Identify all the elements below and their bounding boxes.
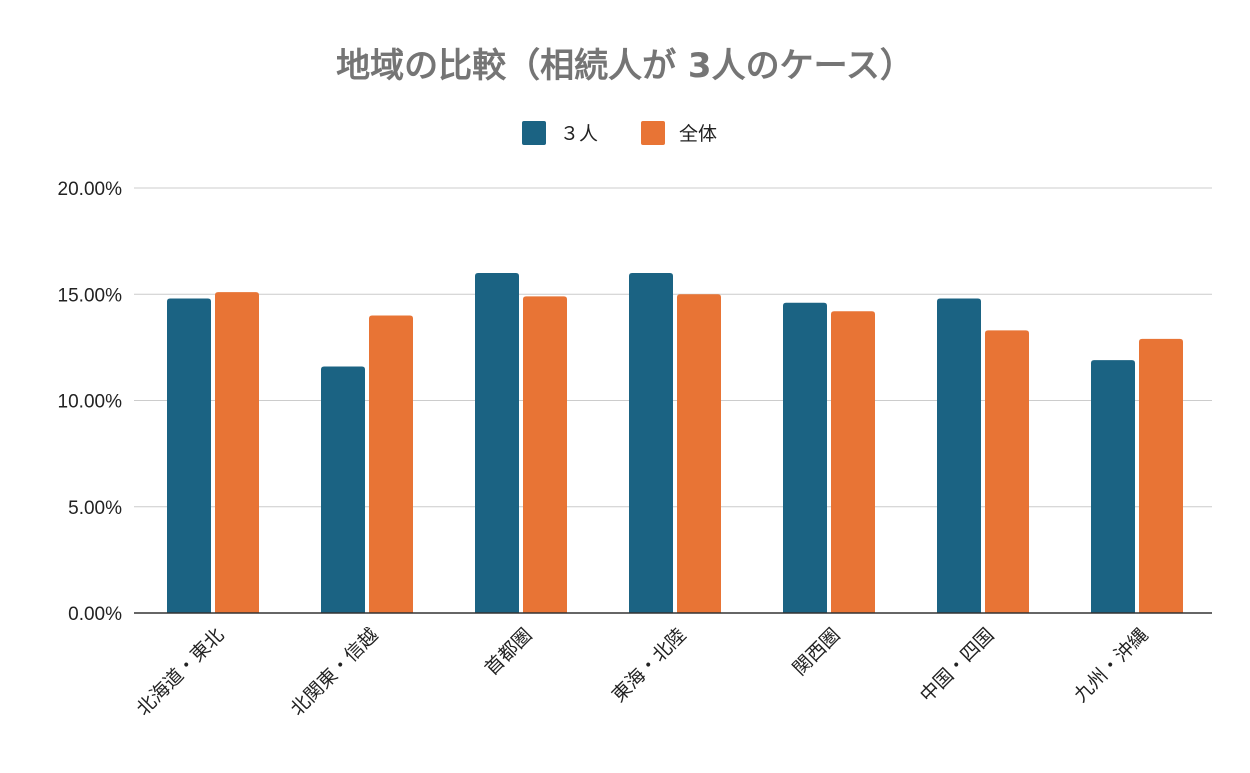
y-tick-label: 0.00% [68, 604, 122, 625]
x-tick-label: 東海・北陸 [608, 624, 691, 707]
bar-series-2 [831, 311, 875, 613]
bar-series-1 [475, 273, 519, 613]
bar-series-1 [1091, 360, 1135, 613]
bar-series-2 [369, 315, 413, 613]
legend-swatch-1 [522, 121, 546, 145]
bar-series-2 [985, 330, 1029, 613]
bar-series-1 [167, 298, 211, 613]
bar-series-1 [321, 366, 365, 613]
y-tick-label: 5.00% [68, 498, 122, 519]
bar-series-1 [937, 298, 981, 613]
bar-series-1 [783, 302, 827, 613]
legend-swatch-2 [641, 121, 665, 145]
x-tick-label: 首都圏 [481, 624, 537, 680]
bar-series-2 [1139, 338, 1183, 613]
x-tick-label: 北海道・東北 [132, 624, 228, 720]
bar-series-2 [215, 292, 259, 613]
y-tick-label: 15.00% [58, 285, 123, 306]
y-tick-label: 10.00% [58, 392, 123, 413]
chart-title: 地域の比較（相続人が 3人のケース） [336, 46, 914, 86]
x-tick-label: 関西圏 [789, 624, 845, 680]
legend-label: ３人 [560, 123, 598, 145]
x-tick-label: 九州・沖縄 [1070, 624, 1153, 707]
legend-label: 全体 [679, 123, 717, 145]
bar-series-1 [629, 273, 673, 613]
x-tick-label: 北関東・信越 [286, 624, 382, 720]
bar-series-2 [523, 296, 567, 613]
bar-series-2 [677, 294, 721, 613]
y-tick-label: 20.00% [58, 179, 123, 200]
x-tick-label: 中国・四国 [916, 624, 999, 707]
